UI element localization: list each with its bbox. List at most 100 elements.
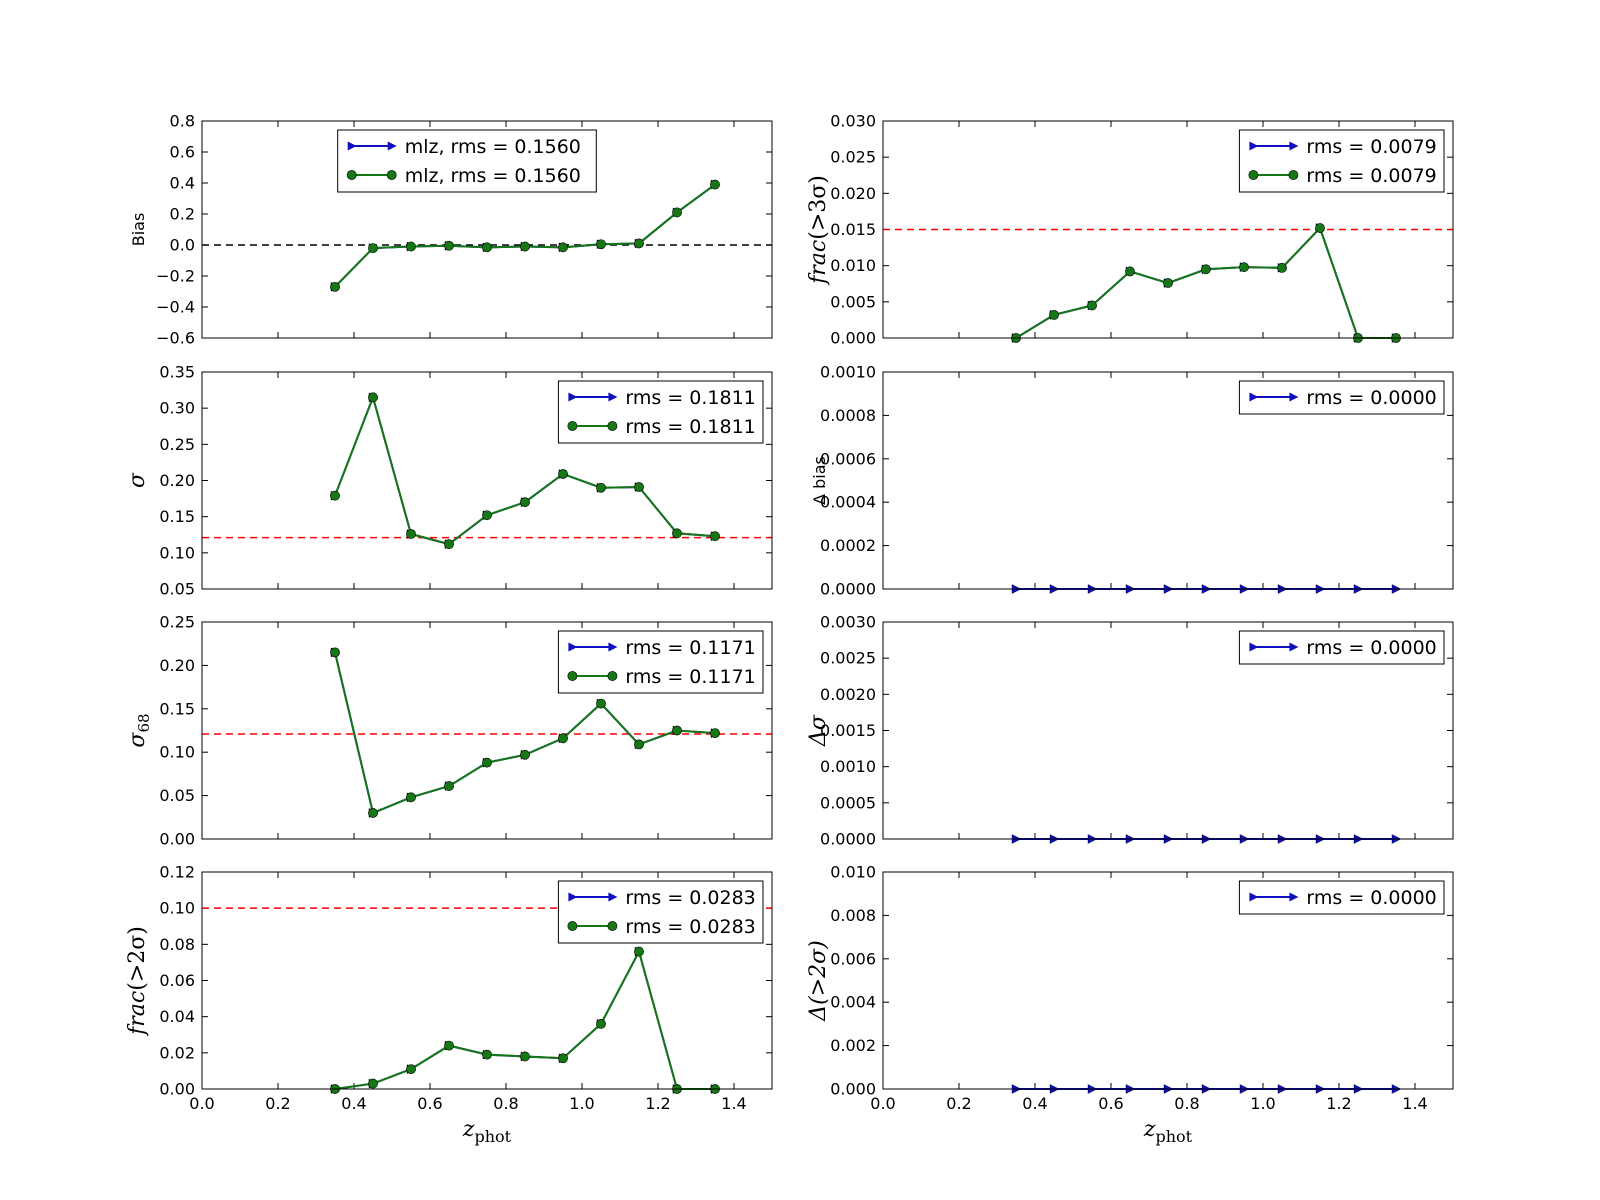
legend: rms = 0.0283 rms = 0.0283	[557, 880, 764, 944]
subplot: 0.0000 0.0005 0.0010 0.0015 0.0020 0.0025 0.00…	[806, 613, 1454, 849]
data-point-circle	[634, 946, 644, 957]
data-point-circle	[330, 490, 340, 501]
legend-label: rms = 0.0283	[625, 887, 755, 909]
data-point-circle	[710, 728, 720, 739]
x-tick-label: 1.0	[569, 1094, 594, 1113]
subplot: 0.000 0.002 0.004 0.006 0.008 0.010 0.0 0.2 0.4 0…	[806, 863, 1454, 1146]
x-tick-label: 1.4	[1402, 1094, 1427, 1113]
legend-label: rms = 0.0079	[1306, 165, 1436, 187]
y-axis-label: σ	[125, 472, 150, 488]
y-tick-label: 0.020	[830, 184, 876, 203]
data-point-circle	[558, 242, 568, 253]
y-tick-label: 0.010	[830, 863, 876, 882]
legend-box	[1238, 129, 1445, 193]
y-tick-label: 0.015	[830, 220, 876, 239]
legend-label: rms = 0.1811	[625, 416, 755, 438]
legend-label: mlz, rms = 0.1560	[405, 165, 581, 187]
data-point-circle	[444, 781, 454, 791]
y-tick-label: 0.06	[159, 971, 195, 990]
x-tick-label: 0.6	[1098, 1094, 1123, 1113]
legend-marker	[386, 170, 397, 180]
legend-marker	[387, 141, 397, 151]
legend-marker	[568, 392, 578, 402]
y-tick-label: 0.0010	[820, 757, 876, 776]
data-point-circle	[596, 482, 606, 493]
y-axis-label: Δ bias	[810, 456, 829, 505]
data-point-circle	[672, 528, 682, 539]
legend-marker	[347, 141, 357, 151]
y-tick-label: 0.10	[159, 899, 195, 918]
x-tick-label: 0.2	[946, 1094, 971, 1113]
data-point-circle	[1239, 262, 1249, 273]
data-point-circle	[672, 207, 682, 218]
y-tick-label: 0.30	[159, 399, 195, 418]
axes-frame	[882, 120, 1454, 339]
subplot: 0.0000 0.0002 0.0004 0.0006 0.0008 0.0010 Δ bi…	[810, 363, 1454, 599]
data-point-circle	[634, 238, 644, 249]
y-tick-label: 0.00	[159, 830, 195, 849]
data-point-circle	[558, 469, 568, 479]
legend-label: rms = 0.0079	[1306, 136, 1436, 158]
data-point-circle	[596, 239, 606, 250]
y-tick-label: 0.0006	[820, 449, 876, 468]
legend-marker	[1289, 642, 1299, 652]
y-tick-label: −0.4	[156, 298, 195, 317]
data-point-circle	[596, 698, 606, 709]
legend-label: rms = 0.1811	[625, 387, 755, 409]
data-point-circle	[406, 1064, 416, 1075]
data-point-circle	[710, 179, 720, 190]
legend-label: rms = 0.0000	[1306, 387, 1436, 409]
legend-marker	[607, 671, 618, 681]
legend: mlz, rms = 0.1560 mlz, rms = 0.1560	[337, 129, 597, 193]
data-point-circle	[520, 1051, 530, 1062]
y-axis-label: Δσ	[806, 714, 831, 747]
y-axis-label: Δ(>2σ)	[806, 940, 831, 1022]
subplot: −0.6 −0.4 −0.2 0.0 0.2 0.4 0.6 0.8 Bias mlz, rms …	[129, 112, 773, 348]
axes-frame	[201, 371, 773, 590]
legend-marker	[1249, 892, 1259, 902]
legend: rms = 0.1811 rms = 0.1811	[557, 380, 764, 444]
data-point-circle	[558, 733, 568, 744]
data-point-circle	[406, 529, 416, 539]
y-tick-label: 0.25	[159, 435, 195, 454]
legend-marker	[1249, 392, 1259, 402]
y-tick-label: −0.2	[156, 267, 195, 286]
y-tick-label: 0.0025	[820, 649, 876, 668]
y-axis-label: frac(>2σ)	[125, 926, 150, 1037]
y-tick-label: 0.030	[830, 112, 876, 131]
x-tick-label: 0.4	[341, 1094, 366, 1113]
legend-marker	[607, 421, 618, 431]
y-tick-label: 0.0030	[820, 613, 876, 632]
y-tick-label: 0.0000	[820, 580, 876, 599]
data-point-circle	[368, 1078, 378, 1089]
data-point-circle	[406, 792, 416, 803]
x-tick-label: 1.0	[1250, 1094, 1275, 1113]
axes-frame	[201, 871, 773, 1090]
y-tick-label: 0.0000	[820, 830, 876, 849]
y-tick-label: 0.05	[159, 786, 195, 805]
y-tick-label: −0.6	[156, 329, 195, 348]
y-tick-label: 0.4	[170, 174, 195, 193]
y-tick-label: 0.35	[159, 363, 195, 382]
y-tick-label: 0.10	[159, 743, 195, 762]
data-point-circle	[406, 241, 416, 252]
legend-marker	[1289, 392, 1299, 402]
legend-box	[557, 380, 764, 444]
subplot: 0.00 0.02 0.04 0.06 0.08 0.10 0.12 0.0 0.2 0.4 0.6…	[125, 863, 773, 1146]
data-point-circle	[520, 497, 530, 508]
legend-label: rms = 0.1171	[625, 637, 755, 659]
y-tick-label: 0.04	[159, 1007, 195, 1026]
axes-frame	[201, 120, 773, 339]
y-tick-label: 0.0010	[820, 363, 876, 382]
y-tick-label: 0.02	[159, 1043, 195, 1062]
data-point-circle	[596, 1019, 606, 1029]
data-point-circle	[1277, 262, 1287, 273]
data-point-circle	[330, 281, 340, 292]
legend-marker	[1288, 170, 1299, 180]
y-axis-label: Bias	[129, 213, 148, 247]
axes-frame	[882, 871, 1454, 1090]
y-tick-label: 0.0005	[820, 793, 876, 812]
y-axis-label: frac(>3σ)	[806, 175, 831, 286]
data-point-circle	[1201, 264, 1211, 275]
